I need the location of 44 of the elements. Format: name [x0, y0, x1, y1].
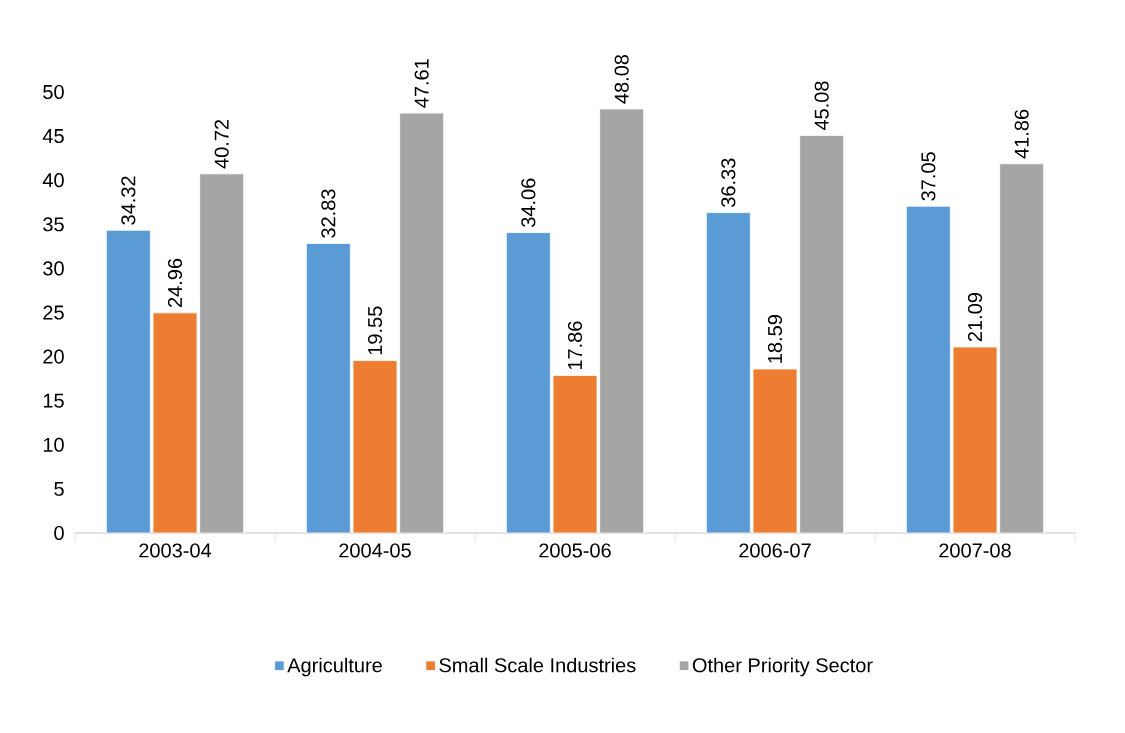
data-label: 48.08 — [614, 54, 629, 104]
y-tick-label: 25 — [43, 305, 64, 320]
x-tick-label: 2003-04 — [139, 543, 212, 558]
bar — [305, 243, 351, 533]
data-label: 47.61 — [414, 59, 429, 108]
bar — [352, 360, 398, 533]
data-label: 18.59 — [767, 315, 783, 363]
y-tick-label: 35 — [43, 217, 64, 232]
bar — [752, 368, 798, 533]
bar — [952, 346, 998, 533]
y-tick-label: 20 — [43, 349, 64, 364]
y-tick-label: 50 — [43, 84, 64, 100]
bar — [152, 312, 198, 533]
legend-label: Small Scale Industries — [439, 657, 636, 673]
data-label: 37.05 — [921, 152, 936, 201]
legend-label: Agriculture — [287, 657, 382, 677]
bar — [105, 229, 151, 533]
data-label: 40.72 — [214, 119, 229, 169]
data-label: 36.33 — [721, 158, 736, 207]
data-label: 24.96 — [167, 258, 183, 307]
legend-label: Other Priority Sector — [692, 657, 873, 677]
y-tick-label: 30 — [43, 261, 64, 276]
data-label: 17.86 — [567, 321, 583, 370]
x-tick-label: 2006-07 — [739, 543, 811, 558]
y-tick-label: 15 — [43, 393, 64, 408]
y-tick-label: 40 — [42, 173, 64, 188]
bar — [505, 232, 551, 533]
bar — [552, 375, 598, 533]
bar — [705, 212, 751, 533]
data-label: 41.86 — [1014, 109, 1029, 159]
data-label: 19.55 — [367, 306, 383, 355]
data-label: 34.32 — [121, 176, 136, 225]
y-tick-label: 0 — [54, 525, 64, 541]
data-label: 34.06 — [521, 178, 536, 227]
y-tick-label: 10 — [43, 437, 64, 452]
data-label: 32.83 — [321, 189, 336, 238]
data-label: 21.09 — [967, 293, 983, 342]
x-tick-label: 2005-06 — [539, 543, 611, 558]
x-tick-label: 2007-08 — [939, 543, 1011, 558]
x-tick-label: 2004-05 — [339, 543, 411, 558]
y-tick-label: 5 — [54, 481, 64, 496]
y-tick-label: 45 — [42, 129, 64, 144]
bar — [905, 205, 951, 533]
data-label: 45.08 — [814, 81, 829, 131]
